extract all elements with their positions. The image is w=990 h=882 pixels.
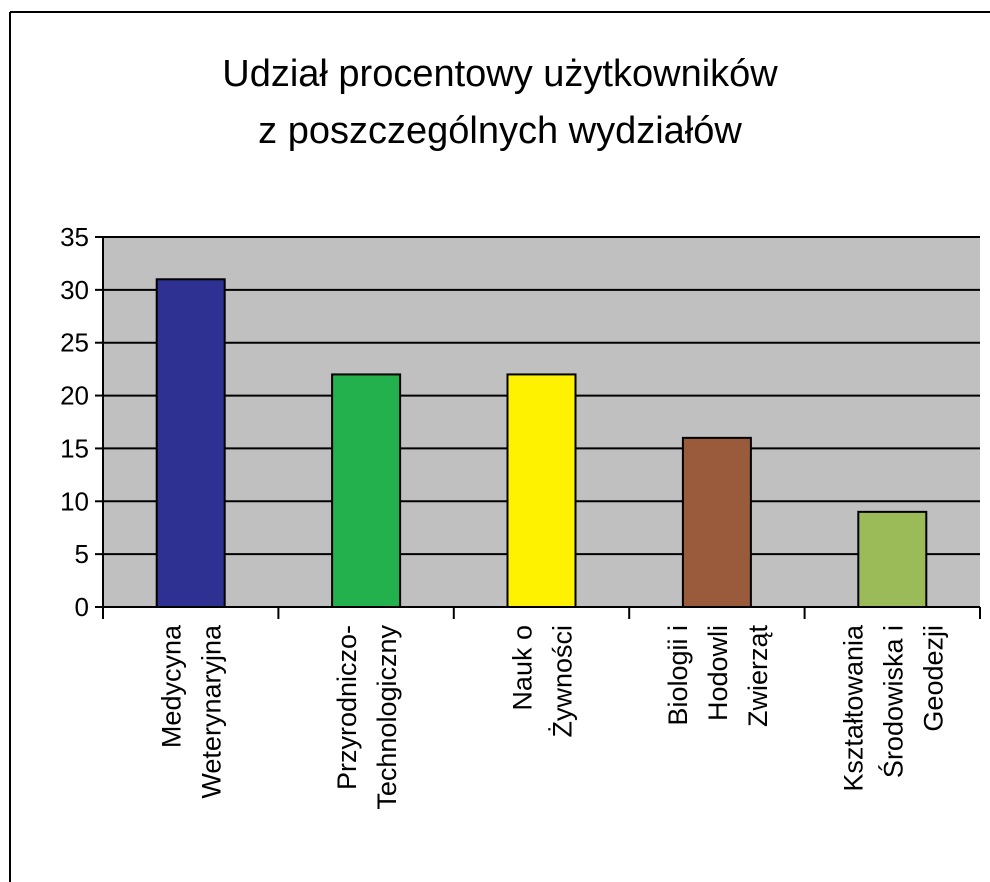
bar: [331, 373, 402, 608]
bar: [506, 373, 577, 608]
x-tick-label: Środowiska i: [876, 625, 908, 778]
chart-title: z poszczególnych wydziałów: [258, 110, 742, 152]
x-tick-label: Przyrodniczo-: [332, 625, 362, 790]
chart-title: Udział procentowy użytkowników: [222, 53, 778, 95]
x-tick-label: Weterynaryjna: [197, 624, 227, 799]
x-tick-label: Geodezji: [918, 625, 948, 732]
x-tick-label: Kształtowania: [838, 624, 868, 792]
x-tick-label: Technologiczny: [372, 625, 402, 810]
y-tick-label: 25: [60, 328, 89, 358]
y-tick-label: 0: [75, 592, 89, 622]
x-tick-label: Żywności: [547, 625, 578, 738]
y-tick-label: 35: [60, 222, 89, 252]
y-tick-label: 30: [60, 275, 89, 305]
y-tick-label: 5: [75, 539, 89, 569]
y-tick-label: 10: [60, 486, 89, 516]
bar: [155, 278, 226, 608]
x-tick-label: Hodowli: [703, 625, 733, 721]
y-tick-label: 20: [60, 381, 89, 411]
x-tick-label: Medycyna: [157, 624, 187, 748]
bar: [681, 436, 752, 608]
x-tick-label: Zwierząt: [743, 625, 773, 728]
x-tick-label: Biologii i: [663, 625, 693, 726]
bar: [857, 510, 928, 609]
x-tick-label: Nauk o: [508, 625, 538, 711]
y-tick-label: 15: [60, 433, 89, 463]
